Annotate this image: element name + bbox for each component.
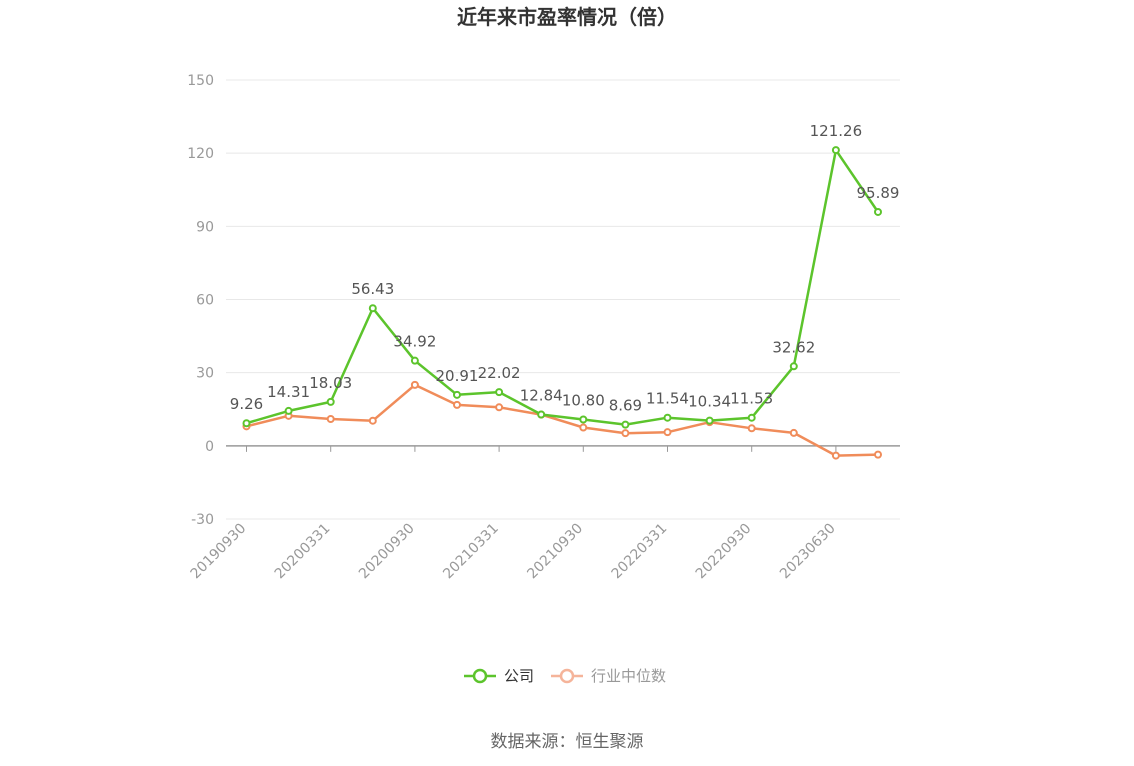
- company-data-label: 56.43: [351, 280, 394, 298]
- industry-data-point[interactable]: [789, 428, 798, 437]
- company-data-label: 34.92: [393, 333, 436, 351]
- legend-company-label: 公司: [504, 667, 534, 685]
- company-data-point[interactable]: [453, 390, 461, 399]
- company-data-label: 9.26: [230, 395, 263, 413]
- y-axis: 150 120 90 60 30 0 -30: [187, 73, 214, 528]
- company-data-point[interactable]: [242, 419, 251, 428]
- series-layer: [242, 146, 882, 460]
- company-data-label: 11.53: [730, 390, 773, 408]
- x-tick-label: 20220930: [693, 521, 755, 583]
- company-data-point[interactable]: [705, 416, 714, 425]
- industry-data-point[interactable]: [579, 423, 588, 432]
- legend-industry-label: 行业中位数: [591, 667, 666, 685]
- industry-data-point[interactable]: [831, 451, 840, 460]
- grid-layer: [226, 79, 900, 520]
- company-data-point[interactable]: [747, 413, 756, 422]
- y-tick-label: 150: [187, 73, 214, 89]
- company-data-label: 32.62: [772, 338, 815, 356]
- company-data-label: 14.31: [267, 383, 310, 401]
- y-tick-label: 30: [196, 366, 214, 382]
- company-data-label: 11.54: [646, 390, 689, 408]
- industry-data-point[interactable]: [453, 400, 461, 409]
- legend-company-circle-icon: [472, 668, 488, 684]
- company-data-label: 18.03: [309, 374, 352, 392]
- industry-data-point[interactable]: [747, 424, 756, 433]
- company-data-point[interactable]: [326, 397, 335, 406]
- industry-series-line: [246, 383, 879, 457]
- company-data-point[interactable]: [368, 304, 377, 313]
- company-data-label: 12.84: [520, 387, 563, 405]
- company-data-point[interactable]: [874, 207, 882, 216]
- industry-data-point[interactable]: [874, 450, 882, 459]
- x-axis: 20190930 20200331 20200930 20210331 20210930…: [188, 445, 900, 583]
- company-data-point[interactable]: [831, 146, 840, 155]
- company-data-label: 95.89: [857, 184, 900, 202]
- company-data-point[interactable]: [284, 406, 293, 415]
- company-data-label: 10.80: [562, 391, 605, 409]
- industry-data-point[interactable]: [495, 403, 504, 412]
- chart-title: 近年来市盈率情况（倍）: [457, 5, 677, 29]
- x-tick-label: 20190930: [188, 521, 250, 583]
- x-tick-label: 20220331: [609, 521, 671, 583]
- y-tick-label: 60: [196, 293, 214, 309]
- data-source: 数据来源：恒生聚源: [491, 732, 644, 752]
- company-data-point[interactable]: [579, 415, 588, 424]
- industry-data-point[interactable]: [326, 415, 335, 424]
- company-data-point[interactable]: [663, 413, 672, 422]
- company-data-label: 10.34: [688, 393, 731, 411]
- legend-item-company[interactable]: 公司: [464, 667, 534, 685]
- legend-industry-circle-icon: [559, 668, 575, 684]
- y-tick-label: 90: [196, 219, 214, 235]
- industry-data-point[interactable]: [410, 380, 419, 389]
- y-tick-label: 120: [187, 146, 214, 162]
- x-tick-label: 20230630: [777, 521, 839, 583]
- company-data-point[interactable]: [410, 356, 419, 365]
- industry-data-point[interactable]: [621, 429, 630, 438]
- x-tick-label: 20210930: [524, 521, 586, 583]
- company-series-line: [246, 148, 880, 426]
- legend: 公司 行业中位数: [464, 667, 666, 685]
- company-data-point[interactable]: [495, 388, 504, 397]
- company-data-point[interactable]: [789, 362, 798, 371]
- industry-data-point[interactable]: [663, 428, 672, 437]
- y-tick-label: -30: [191, 512, 214, 528]
- y-tick-label: 0: [205, 439, 214, 455]
- x-tick-label: 20200331: [272, 521, 334, 583]
- company-data-point[interactable]: [537, 410, 546, 419]
- x-tick-label: 20210331: [440, 521, 502, 583]
- industry-data-point[interactable]: [368, 416, 377, 425]
- company-data-label: 22.02: [478, 364, 521, 382]
- x-tick-label: 20200930: [356, 521, 418, 583]
- company-data-label: 8.69: [609, 397, 642, 415]
- legend-item-industry[interactable]: 行业中位数: [551, 667, 666, 685]
- company-data-label: 121.26: [810, 122, 863, 140]
- company-data-label: 20.91: [436, 367, 479, 385]
- company-data-point[interactable]: [621, 420, 630, 429]
